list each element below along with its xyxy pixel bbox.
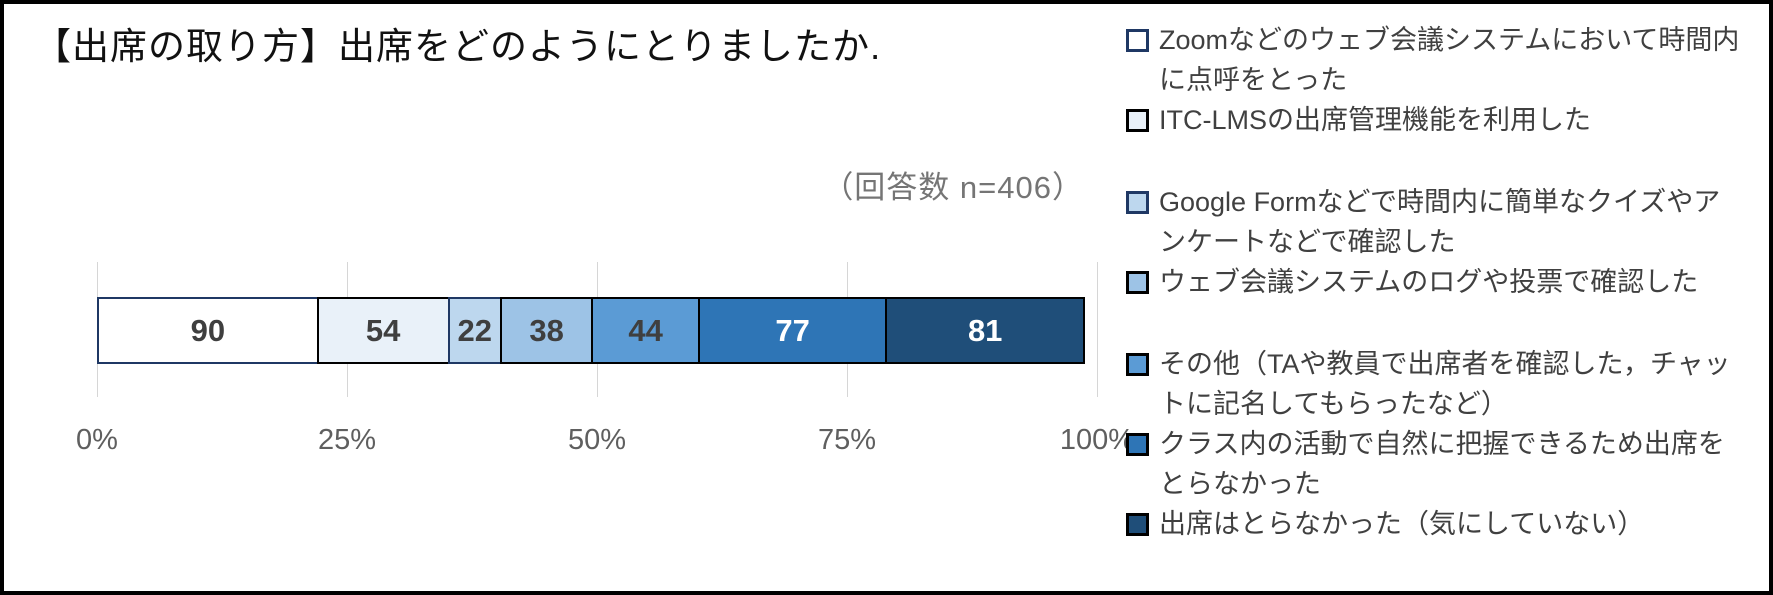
bar-segment-2: 54 <box>316 297 450 364</box>
legend-label-line: 出席はとらなかった（気にしていない） <box>1159 509 1645 539</box>
bar-segment-value: 54 <box>365 312 401 348</box>
legend-label: ウェブ会議システムのログや投票で確認した <box>1159 262 1766 302</box>
legend-label-line: ウェブ会議システムのログや投票で確認した <box>1159 267 1699 297</box>
legend-group-1: Zoomなどのウェブ会議システムにおいて時間内 に点呼をとった ITC-LMSの出席… <box>1126 20 1766 140</box>
legend-item-7: 出席はとらなかった（気にしていない） <box>1126 504 1766 544</box>
legend-label-line: トに記名してもらったなど） <box>1159 389 1508 419</box>
legend-label: クラス内の活動で自然に把握できるため出席を とらなかった <box>1159 424 1766 504</box>
bar-segment-value: 90 <box>190 312 226 348</box>
bar-segment-6: 77 <box>697 297 888 364</box>
bar-segment-value: 22 <box>457 312 492 348</box>
legend-item-1: Zoomなどのウェブ会議システムにおいて時間内 に点呼をとった <box>1126 20 1766 100</box>
bar-segment-5: 44 <box>591 297 700 364</box>
legend-label-line: ITC-LMSの出席管理機能を利用した <box>1159 105 1591 135</box>
legend-label-line: Zoomなどのウェブ会議システムにおいて時間内 <box>1159 25 1740 55</box>
bar-segment-3: 22 <box>447 297 502 364</box>
legend-swatch-icon <box>1126 271 1149 294</box>
legend: Zoomなどのウェブ会議システムにおいて時間内 に点呼をとった ITC-LMSの出席… <box>1126 20 1766 544</box>
legend-label: Zoomなどのウェブ会議システムにおいて時間内 に点呼をとった <box>1159 20 1766 100</box>
legend-label: Google Formなどで時間内に簡単なクイズやア ンケートなどで確認した <box>1159 182 1766 262</box>
legend-label-line: ンケートなどで確認した <box>1159 227 1456 257</box>
response-count-annotation: （回答数 n=406） <box>822 170 1084 205</box>
legend-label-line: とらなかった <box>1159 469 1321 499</box>
legend-group-2: Google Formなどで時間内に簡単なクイズやア ンケートなどで確認したウェブ… <box>1126 182 1766 302</box>
x-axis-tick-75: 75% <box>817 424 877 456</box>
gridline-100 <box>1097 262 1098 397</box>
legend-group-3: その他（TAや教員で出席者を確認した，チャッ トに記名してもらったなど） クラス内の… <box>1126 344 1766 544</box>
legend-label: その他（TAや教員で出席者を確認した，チャッ トに記名してもらったなど） <box>1159 344 1766 424</box>
bar-segment-value: 38 <box>529 312 564 348</box>
bar-segment-value: 81 <box>967 312 1003 348</box>
stacked-bar: 90 54 22 38 44 77 81 <box>97 297 1097 364</box>
legend-label: 出席はとらなかった（気にしていない） <box>1159 504 1766 544</box>
legend-item-3: Google Formなどで時間内に簡単なクイズやア ンケートなどで確認した <box>1126 182 1766 262</box>
legend-swatch-icon <box>1126 433 1149 456</box>
legend-swatch-icon <box>1126 191 1149 214</box>
legend-item-4: ウェブ会議システムのログや投票で確認した <box>1126 262 1766 302</box>
bar-segment-7: 81 <box>885 297 1085 364</box>
legend-item-6: クラス内の活動で自然に把握できるため出席を とらなかった <box>1126 424 1766 504</box>
legend-label-line: クラス内の活動で自然に把握できるため出席を <box>1159 429 1725 459</box>
legend-swatch-icon <box>1126 109 1149 132</box>
x-axis-tick-50: 50% <box>567 424 627 456</box>
x-axis-tick-0: 0% <box>76 424 118 456</box>
legend-swatch-icon <box>1126 353 1149 376</box>
legend-label-line: Google Formなどで時間内に簡単なクイズやア <box>1159 187 1721 217</box>
bar-segment-value: 44 <box>628 312 663 348</box>
legend-item-5: その他（TAや教員で出席者を確認した，チャッ トに記名してもらったなど） <box>1126 344 1766 424</box>
bar-segment-value: 77 <box>775 312 810 348</box>
legend-swatch-icon <box>1126 29 1149 52</box>
x-axis-tick-100: 100% <box>1059 424 1135 456</box>
bar-segment-1: 90 <box>97 297 319 364</box>
legend-label-line: その他（TAや教員で出席者を確認した，チャッ <box>1159 349 1731 379</box>
chart-title: 【出席の取り方】出席をどのようにとりましたか. <box>34 26 882 67</box>
legend-label: ITC-LMSの出席管理機能を利用した <box>1159 100 1766 140</box>
x-axis-tick-25: 25% <box>317 424 377 456</box>
x-axis: 0% 25% 50% 75% 100% <box>76 424 1134 464</box>
legend-swatch-icon <box>1126 513 1149 536</box>
legend-item-2: ITC-LMSの出席管理機能を利用した <box>1126 100 1766 140</box>
bar-segment-4: 38 <box>499 297 594 364</box>
legend-label-line: に点呼をとった <box>1159 65 1348 95</box>
